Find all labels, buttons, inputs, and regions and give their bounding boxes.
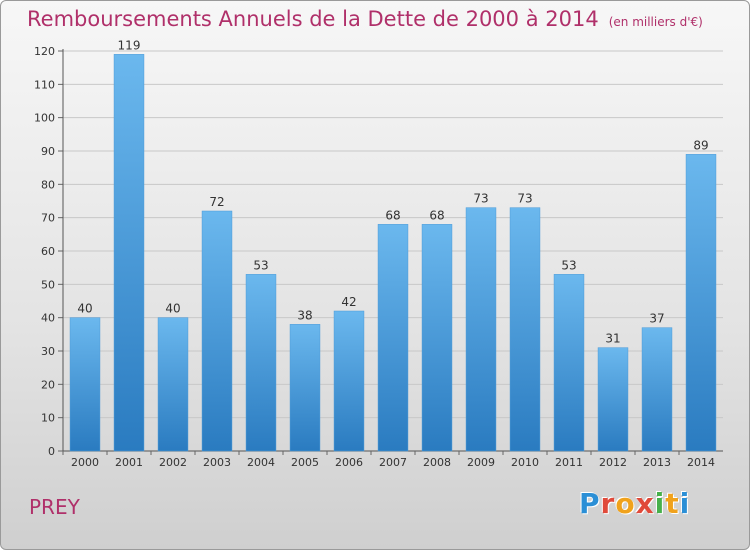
bar [157,317,189,452]
y-tick-label: 30 [41,345,55,358]
chart-title-main: Remboursements Annuels de la Dette de 20… [27,7,599,31]
bar [69,317,101,452]
bar [553,274,585,452]
bar-value-label: 37 [649,312,664,326]
x-tick-label: 2001 [115,456,143,469]
commune-name: PREY [29,495,80,519]
chart-title-unit: (en milliers d'€) [608,15,703,29]
bar-value-label: 73 [517,192,532,206]
y-tick-label: 50 [41,278,55,291]
y-tick-label: 0 [48,445,55,458]
bar [421,224,453,452]
logo-letter: t [665,487,680,520]
bar [289,324,321,452]
y-tick-label: 20 [41,378,55,391]
bar [465,207,497,452]
y-tick-label: 70 [41,212,55,225]
data-labels: 40 119 40 72 53 38 42 68 68 73 73 53 31 37 89 [77,38,708,345]
y-tick-label: 110 [34,78,55,91]
bar [245,274,277,452]
bar-value-label: 40 [77,302,92,316]
x-tick-label: 2011 [555,456,583,469]
x-tick-label: 2002 [159,456,187,469]
x-tick-label: 2006 [335,456,363,469]
bar-value-label: 42 [341,295,356,309]
y-tick-label: 60 [41,245,55,258]
logo-letter: i [679,487,691,520]
x-tick-label: 2010 [511,456,539,469]
bar [597,347,629,452]
bar [377,224,409,452]
bar [509,207,541,452]
bar-value-label: 73 [473,192,488,206]
bar-value-label: 72 [209,195,224,209]
x-tick-label: 2014 [687,456,715,469]
logo-letter: P [579,487,601,520]
bar-value-label: 68 [429,208,444,222]
bar [685,154,717,452]
chart-title: Remboursements Annuels de la Dette de 20… [27,7,703,31]
bar [201,210,233,452]
proxiti-logo: Proxiti [579,487,690,520]
bar-value-label: 38 [297,308,312,322]
bar-value-label: 119 [118,38,141,52]
bars [69,54,717,452]
y-tick-label: 120 [34,45,55,58]
x-tick-label: 2012 [599,456,627,469]
y-tick-label: 100 [34,112,55,125]
y-tick-labels: 0 10 20 30 40 50 60 70 80 90 100 110 120 [34,45,55,458]
bar [113,54,145,452]
x-tick-label: 2003 [203,456,231,469]
x-tick-labels: 2000 2001 2002 2003 2004 2005 2006 2007 2008 2009… [71,456,715,469]
y-tick-label: 80 [41,178,55,191]
y-tick-label: 40 [41,312,55,325]
x-tick-label: 2007 [379,456,407,469]
x-tick-label: 2008 [423,456,451,469]
y-tick-label: 90 [41,145,55,158]
bar-value-label: 53 [561,258,576,272]
bar-value-label: 53 [253,258,268,272]
x-tick-label: 2005 [291,456,319,469]
logo-letter: o [615,487,636,520]
bar-value-label: 68 [385,208,400,222]
bar-value-label: 40 [165,302,180,316]
logo-letter: i [654,487,666,520]
bar [641,327,673,452]
logo-letter: r [600,487,616,520]
bar-value-label: 89 [693,138,708,152]
bar [333,310,365,452]
x-tick-label: 2013 [643,456,671,469]
logo-letter: x [635,487,655,520]
x-tick-label: 2004 [247,456,275,469]
x-tick-label: 2009 [467,456,495,469]
y-tick-label: 10 [41,412,55,425]
bar-value-label: 31 [605,332,620,346]
x-tick-label: 2000 [71,456,99,469]
